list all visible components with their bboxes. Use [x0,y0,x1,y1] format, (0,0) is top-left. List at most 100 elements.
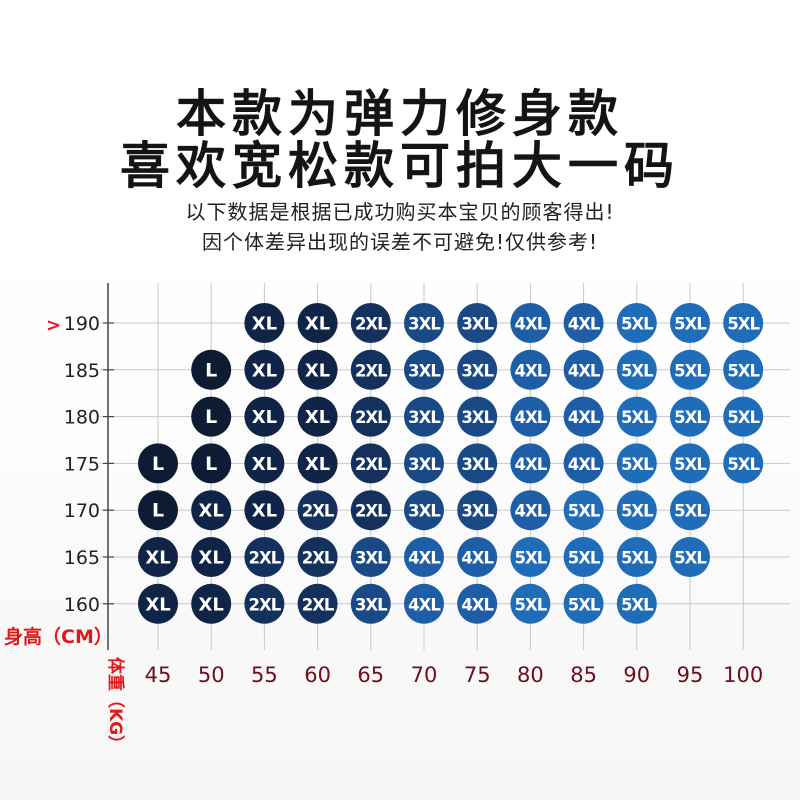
headline-line-1: 本款为弹力修身款 [176,85,624,143]
size-label: XL [305,360,330,381]
size-cell: XL [297,443,338,484]
size-circle [670,490,710,531]
size-cell: 2XL [297,537,338,577]
size-label: 4XL [515,361,548,380]
size-cell: 5XL [616,303,657,343]
size-cell: 4XL [563,303,604,343]
size-circle [457,303,498,343]
size-cell: 4XL [563,349,604,390]
size-cell: 5XL [616,537,657,577]
size-circle [350,303,391,343]
size-label: XL [199,501,224,522]
size-cell: 5XL [723,349,764,390]
size-cells: XL XL 2XL 3XL 3XL 4XL 4XL 5XL 5XL 5XL L XL XL 2XL 3XL 3… [138,303,764,624]
size-label: 2XL [355,315,388,334]
size-cell: 3XL [350,583,391,624]
size-circle [510,303,551,343]
size-circle [616,537,657,577]
size-label: L [152,453,164,475]
size-cell: 5XL [670,443,710,484]
size-circle [510,490,551,531]
x-tick-label: 100 [723,663,763,687]
size-cell: 2XL [297,583,338,624]
size-label: 2XL [355,455,388,474]
headline-line-2: 喜欢宽松款可拍大一码 [120,137,680,195]
size-label: 5XL [515,549,548,568]
size-label: 5XL [621,315,654,334]
y-tick-label: 190 [64,313,100,335]
size-cell: 2XL [350,443,391,484]
size-cell: XL [244,396,285,437]
x-tick-label: 80 [517,663,544,687]
size-circle [244,349,285,390]
size-label: 2XL [355,408,388,427]
y-axis-title: 身高（CM） [4,625,113,648]
size-cell: 3XL [404,490,444,531]
size-cell: 5XL [670,490,710,531]
size-cell: 5XL [723,303,764,343]
size-cell: 3XL [457,490,498,531]
size-circle [510,396,551,437]
size-cell: 4XL [404,583,444,624]
size-circle [563,443,604,484]
size-label: 5XL [621,549,654,568]
size-circle [616,303,657,343]
size-cell: 3XL [404,303,444,343]
size-label: XL [252,454,277,475]
size-circle [191,443,232,484]
y-axis-marker: > [46,315,61,336]
size-circle [244,396,285,437]
size-circle [510,583,551,624]
y-tick-label: 165 [64,547,100,569]
x-axis-title: 体重（KG） [105,657,126,752]
size-cell: 5XL [563,537,604,577]
size-cell: 5XL [670,303,710,343]
size-circle [404,537,444,577]
size-label: 2XL [302,595,335,614]
size-label: 4XL [461,549,494,568]
size-cell: 3XL [404,443,444,484]
size-cell: XL [244,443,285,484]
size-label: 4XL [568,361,601,380]
size-label: XL [145,594,170,615]
size-cell: 4XL [457,537,498,577]
size-circle [138,583,178,624]
note-line-1: 以下数据是根据已成功购买本宝贝的顾客得出! [185,200,615,224]
size-label: 3XL [461,408,494,427]
size-cell: 2XL [350,303,391,343]
size-circle [297,349,338,390]
size-label: 3XL [408,502,441,521]
y-axis-ticks: 190 185 180 175 170 165 160 [64,313,114,616]
size-circle [350,443,391,484]
size-label: 4XL [515,502,548,521]
x-tick-label: 90 [623,663,650,687]
size-label: 3XL [461,315,494,334]
size-label: XL [252,407,277,428]
y-tick-label: 185 [64,360,100,382]
size-cell: 3XL [457,349,498,390]
size-cell: 4XL [404,537,444,577]
size-circle [616,490,657,531]
size-cell: 5XL [670,349,710,390]
size-cell: 2XL [350,490,391,531]
size-cell: 2XL [244,537,285,577]
size-circle [616,583,657,624]
x-tick-label: 50 [198,663,225,687]
size-label: 3XL [355,595,388,614]
size-cell: 2XL [297,490,338,531]
size-chart: 190 185 180 175 170 165 160 45 50 55 60 65 70 75 80 85… [4,283,790,752]
y-tick-label: 175 [64,453,100,475]
size-circle [297,583,338,624]
size-label: 5XL [621,408,654,427]
size-label: 4XL [515,455,548,474]
size-label: 5XL [568,502,601,521]
x-tick-label: 55 [251,663,278,687]
size-cell: L [191,396,232,437]
size-cell: 5XL [616,490,657,531]
size-cell: XL [297,396,338,437]
size-cell: XL [138,583,178,624]
size-cell: 5XL [510,537,551,577]
size-cell: XL [244,490,285,531]
size-circle [244,537,285,577]
size-label: 3XL [408,408,441,427]
